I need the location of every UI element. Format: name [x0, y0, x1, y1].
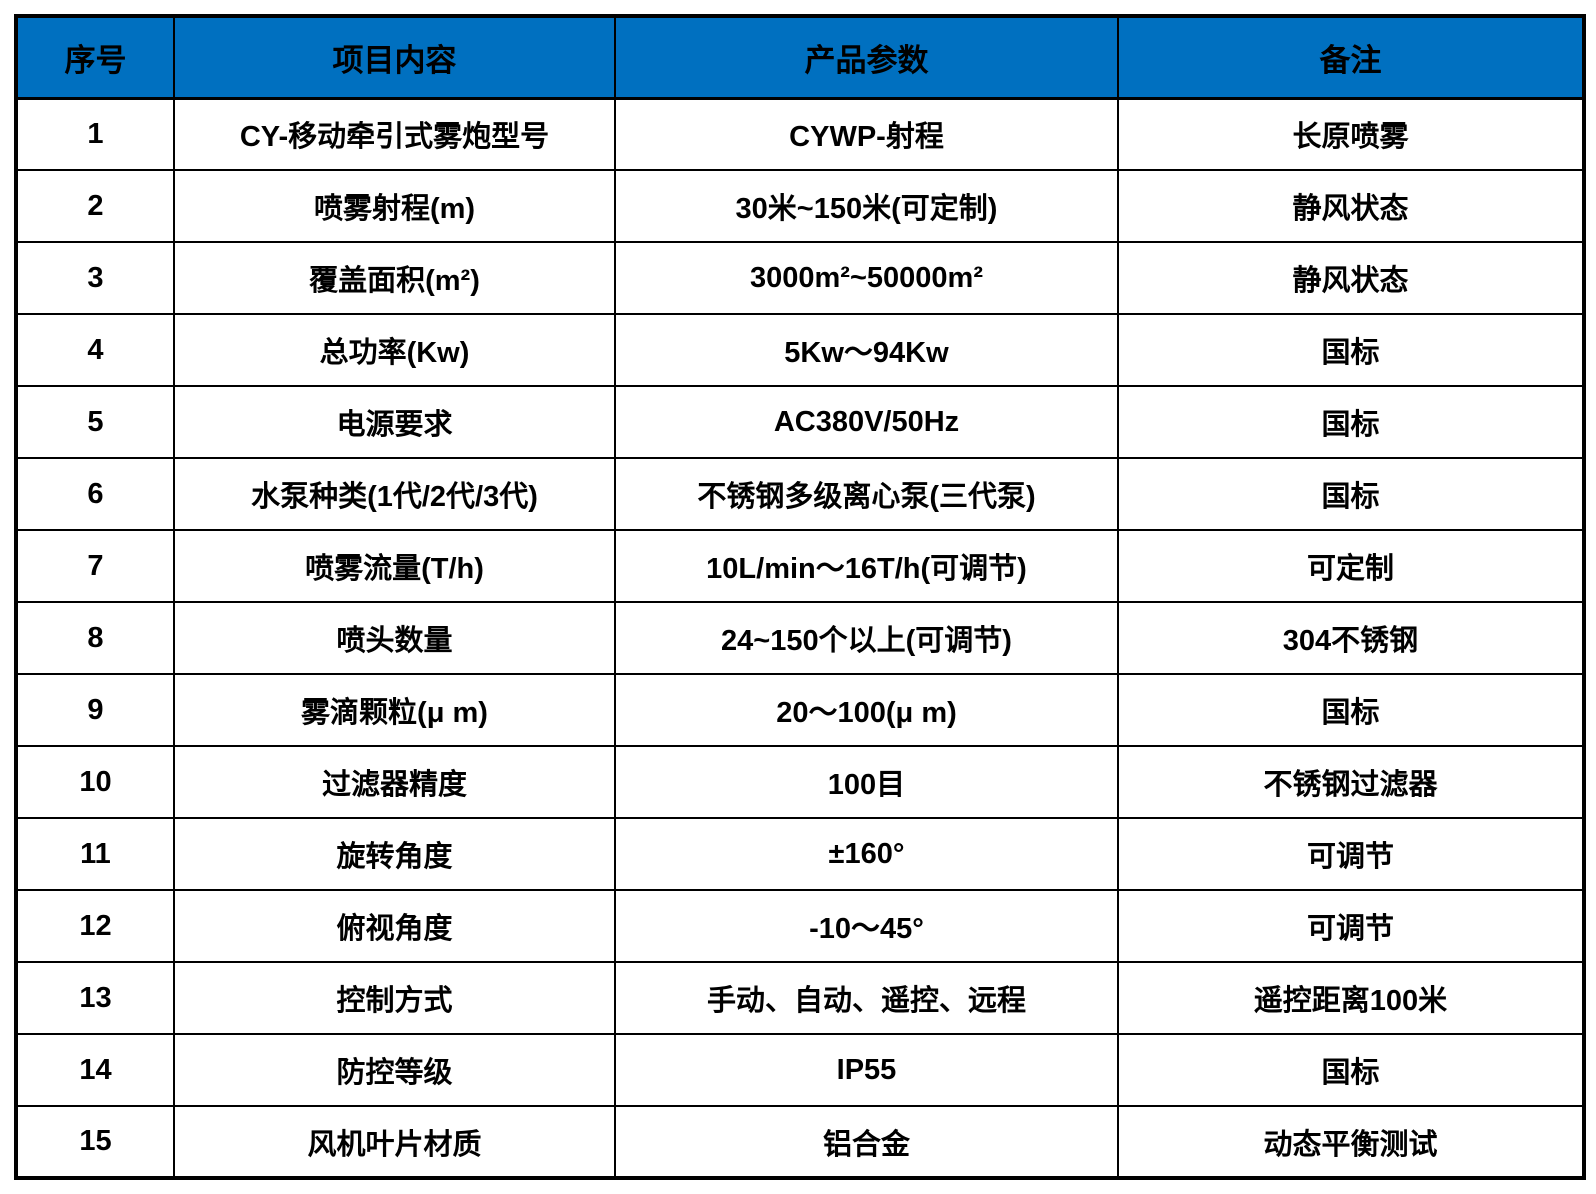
cell-index: 9	[15, 673, 175, 747]
cell-item: 喷头数量	[173, 601, 616, 675]
cell-item: 过滤器精度	[173, 745, 616, 819]
cell-remark: 国标	[1117, 385, 1585, 459]
cell-index: 4	[15, 313, 175, 387]
table-row: 2 喷雾射程(m) 30米~150米(可定制) 静风状态	[15, 169, 1585, 243]
spec-table: 序号 项目内容 产品参数 备注 1 CY-移动牵引式雾炮型号 CYWP-射程 长…	[14, 14, 1586, 1180]
cell-param: 手动、自动、遥控、远程	[614, 961, 1119, 1035]
table-row: 9 雾滴颗粒(μ m) 20～100(μ m) 国标	[15, 673, 1585, 747]
cell-remark: 国标	[1117, 673, 1585, 747]
cell-param: 24~150个以上(可调节)	[614, 601, 1119, 675]
table-row: 5 电源要求 AC380V/50Hz 国标	[15, 385, 1585, 459]
cell-remark: 静风状态	[1117, 169, 1585, 243]
table-body: 1 CY-移动牵引式雾炮型号 CYWP-射程 长原喷雾 2 喷雾射程(m) 30…	[15, 97, 1585, 1179]
cell-item: 防控等级	[173, 1033, 616, 1107]
cell-param: 铝合金	[614, 1105, 1119, 1179]
table-row: 8 喷头数量 24~150个以上(可调节) 304不锈钢	[15, 601, 1585, 675]
cell-item: 电源要求	[173, 385, 616, 459]
cell-item: 喷雾射程(m)	[173, 169, 616, 243]
column-header-index: 序号	[15, 15, 175, 100]
cell-param: 100目	[614, 745, 1119, 819]
cell-remark: 可定制	[1117, 529, 1585, 603]
cell-index: 6	[15, 457, 175, 531]
table-row: 4 总功率(Kw) 5Kw～94Kw 国标	[15, 313, 1585, 387]
cell-item: 旋转角度	[173, 817, 616, 891]
cell-item: 控制方式	[173, 961, 616, 1035]
header-row: 序号 项目内容 产品参数 备注	[15, 15, 1585, 100]
cell-item: 俯视角度	[173, 889, 616, 963]
table-row: 11 旋转角度 ±160° 可调节	[15, 817, 1585, 891]
cell-remark: 可调节	[1117, 817, 1585, 891]
cell-param: -10～45°	[614, 889, 1119, 963]
cell-index: 12	[15, 889, 175, 963]
table-row: 7 喷雾流量(T/h) 10L/min～16T/h(可调节) 可定制	[15, 529, 1585, 603]
cell-index: 3	[15, 241, 175, 315]
cell-item: 雾滴颗粒(μ m)	[173, 673, 616, 747]
cell-param: ±160°	[614, 817, 1119, 891]
cell-remark: 国标	[1117, 1033, 1585, 1107]
cell-param: 不锈钢多级离心泵(三代泵)	[614, 457, 1119, 531]
cell-index: 7	[15, 529, 175, 603]
cell-remark: 国标	[1117, 313, 1585, 387]
cell-param: 3000m²~50000m²	[614, 241, 1119, 315]
cell-remark: 国标	[1117, 457, 1585, 531]
column-header-remark: 备注	[1117, 15, 1585, 100]
cell-param: AC380V/50Hz	[614, 385, 1119, 459]
cell-index: 5	[15, 385, 175, 459]
cell-item: 水泵种类(1代/2代/3代)	[173, 457, 616, 531]
cell-item: 喷雾流量(T/h)	[173, 529, 616, 603]
cell-param: 5Kw～94Kw	[614, 313, 1119, 387]
table-row: 13 控制方式 手动、自动、遥控、远程 遥控距离100米	[15, 961, 1585, 1035]
cell-remark: 不锈钢过滤器	[1117, 745, 1585, 819]
cell-param: 10L/min～16T/h(可调节)	[614, 529, 1119, 603]
cell-remark: 304不锈钢	[1117, 601, 1585, 675]
cell-remark: 可调节	[1117, 889, 1585, 963]
cell-param: CYWP-射程	[614, 97, 1119, 171]
table-row: 15 风机叶片材质 铝合金 动态平衡测试	[15, 1105, 1585, 1179]
cell-index: 2	[15, 169, 175, 243]
cell-remark: 动态平衡测试	[1117, 1105, 1585, 1179]
cell-remark: 静风状态	[1117, 241, 1585, 315]
table-header: 序号 项目内容 产品参数 备注	[15, 15, 1585, 100]
cell-item: 风机叶片材质	[173, 1105, 616, 1179]
cell-param: IP55	[614, 1033, 1119, 1107]
cell-index: 15	[15, 1105, 175, 1179]
cell-remark: 长原喷雾	[1117, 97, 1585, 171]
cell-item: CY-移动牵引式雾炮型号	[173, 97, 616, 171]
cell-item: 覆盖面积(m²)	[173, 241, 616, 315]
cell-index: 14	[15, 1033, 175, 1107]
table-row: 12 俯视角度 -10～45° 可调节	[15, 889, 1585, 963]
cell-index: 8	[15, 601, 175, 675]
table-row: 6 水泵种类(1代/2代/3代) 不锈钢多级离心泵(三代泵) 国标	[15, 457, 1585, 531]
cell-index: 10	[15, 745, 175, 819]
spec-table-container: 序号 项目内容 产品参数 备注 1 CY-移动牵引式雾炮型号 CYWP-射程 长…	[14, 14, 1586, 1180]
table-row: 14 防控等级 IP55 国标	[15, 1033, 1585, 1107]
cell-index: 1	[15, 97, 175, 171]
column-header-param: 产品参数	[614, 15, 1119, 100]
cell-param: 30米~150米(可定制)	[614, 169, 1119, 243]
cell-index: 13	[15, 961, 175, 1035]
table-row: 3 覆盖面积(m²) 3000m²~50000m² 静风状态	[15, 241, 1585, 315]
cell-item: 总功率(Kw)	[173, 313, 616, 387]
cell-remark: 遥控距离100米	[1117, 961, 1585, 1035]
table-row: 10 过滤器精度 100目 不锈钢过滤器	[15, 745, 1585, 819]
table-row: 1 CY-移动牵引式雾炮型号 CYWP-射程 长原喷雾	[15, 97, 1585, 171]
cell-index: 11	[15, 817, 175, 891]
column-header-item: 项目内容	[173, 15, 616, 100]
cell-param: 20～100(μ m)	[614, 673, 1119, 747]
